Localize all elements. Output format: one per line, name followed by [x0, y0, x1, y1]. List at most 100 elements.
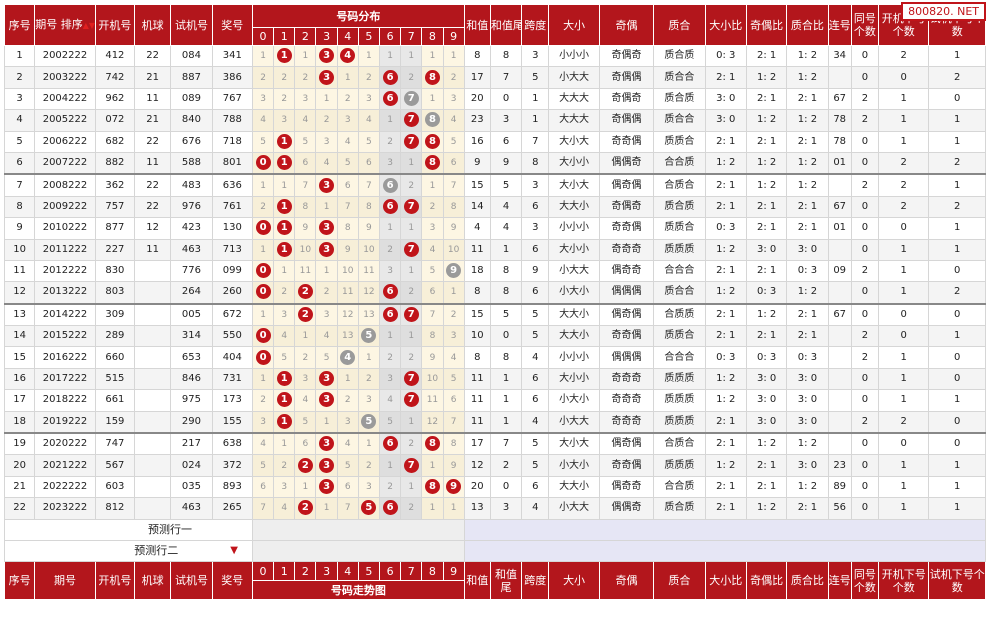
row-pc-ratio: 1: 2 [786, 475, 829, 499]
digit-footer-2: 2 [294, 561, 317, 582]
dist-cell-3: 5 [315, 346, 338, 369]
row-trial: 035 [170, 475, 213, 499]
dist-cell-9: 9 [442, 259, 465, 283]
row-period: 2003222 [34, 66, 96, 89]
drawn-ball: 7 [403, 306, 419, 322]
sort-control[interactable]: 排序▲▼ [61, 18, 94, 31]
row-prize: 404 [211, 346, 253, 369]
dist-cell-0: 0 [251, 151, 275, 175]
row-trial: 089 [170, 87, 213, 111]
row-machine: 11 [134, 87, 172, 111]
dist-cell-0: 4 [251, 109, 275, 132]
dist-cell-7: 1 [400, 410, 423, 434]
drawn-ball: 1 [276, 371, 292, 387]
dist-cell-3: 3 [315, 302, 338, 327]
row-same: 0 [850, 195, 880, 219]
row-size-ratio: 1: 2 [704, 151, 747, 175]
row-trial-next: 2 [928, 281, 986, 305]
row-pc-ratio: 2: 1 [786, 325, 829, 348]
dist-cell-4: 5 [336, 454, 359, 477]
dist-cell-8: 11 [421, 389, 444, 412]
table-row: 15 2016222 660 653 404 0 5 2 5 4 1 2 2 9 4 8 8 4 小小小 偶偶偶 合合合… [3, 346, 986, 369]
row-primecomp: 合合合 [653, 259, 706, 283]
row-primecomp: 质质合 [653, 325, 706, 348]
table-row: 14 2015222 289 314 550 0 4 1 4 13 5 1 1 8 3 10 0 5 大大小 奇奇偶质… [3, 325, 986, 348]
predict-row-2-rest [463, 539, 987, 563]
dist-cell-0: 5 [251, 454, 275, 477]
predict-row-1-cells[interactable] [251, 518, 465, 541]
row-primecomp: 合质合 [653, 173, 706, 197]
row-span: 9 [521, 259, 550, 283]
site-watermark[interactable]: 800820. NET [901, 2, 986, 21]
row-seq: 1 [3, 44, 36, 68]
repeat-ball: 8 [424, 112, 440, 128]
dist-cell-5: 13 [357, 302, 381, 327]
row-machine [134, 410, 172, 434]
dist-cell-0: 1 [251, 44, 275, 68]
dist-cell-4: 3 [336, 410, 359, 434]
dist-cell-7: 2 [400, 497, 423, 520]
expand-arrow-icon[interactable]: ▼ [230, 545, 238, 557]
row-prize: 173 [211, 389, 253, 412]
dist-cell-9: 4 [442, 109, 465, 132]
row-same: 2 [850, 87, 880, 111]
dist-cell-6: 1 [378, 325, 402, 348]
dist-cell-2: 6 [294, 432, 317, 456]
row-consec [827, 281, 852, 305]
drawn-ball: 2 [297, 284, 313, 300]
row-primecomp: 质合质 [653, 44, 706, 68]
row-consec: 01 [827, 217, 852, 240]
row-same: 2 [850, 259, 880, 283]
dist-cell-6: 6 [378, 195, 402, 219]
predict-row-2-cells[interactable] [251, 539, 465, 563]
dist-cell-1: 3 [273, 302, 296, 327]
row-machine [134, 302, 172, 327]
dist-cell-8: 8 [421, 475, 444, 499]
row-trial: 975 [170, 389, 213, 412]
dist-cell-2: 6 [294, 151, 317, 175]
dist-cell-8: 12 [421, 410, 444, 434]
dist-cell-7: 2 [400, 281, 423, 305]
dist-cell-9: 3 [442, 325, 465, 348]
row-pc-ratio: 3: 0 [786, 454, 829, 477]
drawn-ball: 0 [255, 220, 271, 236]
dist-cell-9: 7 [442, 173, 465, 197]
row-machine [134, 475, 172, 499]
row-span: 3 [521, 44, 550, 68]
row-prize: 372 [211, 454, 253, 477]
row-period: 2017222 [34, 367, 96, 391]
row-open-next: 0 [877, 217, 930, 240]
dist-cell-9: 5 [442, 367, 465, 391]
row-sum: 11 [463, 410, 491, 434]
row-open-next: 1 [877, 238, 930, 261]
row-sum: 23 [463, 109, 491, 132]
row-consec: 09 [827, 259, 852, 283]
drawn-ball: 6 [382, 90, 398, 106]
row-prize: 788 [211, 109, 253, 132]
col-period[interactable]: 期号 排序▲▼ [34, 4, 96, 46]
dist-cell-9: 2 [442, 66, 465, 89]
dist-cell-9: 2 [442, 302, 465, 327]
drawn-ball: 1 [276, 155, 292, 171]
dist-cell-1: 1 [273, 432, 296, 456]
drawn-ball: 3 [319, 220, 335, 236]
dist-cell-1: 3 [273, 475, 296, 499]
row-period: 2002222 [34, 44, 96, 68]
row-sum: 11 [463, 367, 491, 391]
row-primecomp: 质质质 [653, 389, 706, 412]
footer-row-digits: 序号 期号 开机号 机球 试机号 奖号 0 1 2 3 4 5 6 7 8 9 和值 和值尾 跨度 大小奇… [3, 561, 986, 601]
drawn-ball: 1 [276, 220, 292, 236]
row-span: 6 [521, 475, 550, 499]
row-trial: 024 [170, 454, 213, 477]
row-open: 289 [94, 325, 136, 348]
table-row: 21 2022222 603 035 893 6 3 1 3 6 3 2 1 8 9 20 0 6 大大小 偶奇奇 合合… [3, 475, 986, 499]
dist-cell-7: 7 [400, 367, 423, 391]
row-trial-next: 1 [928, 109, 986, 132]
dist-cell-5: 6 [357, 151, 381, 175]
row-period: 2007222 [34, 151, 96, 175]
footer-pc-ratio: 质合比 [786, 561, 829, 601]
row-sum: 16 [463, 130, 491, 153]
dist-cell-5: 5 [357, 410, 381, 434]
